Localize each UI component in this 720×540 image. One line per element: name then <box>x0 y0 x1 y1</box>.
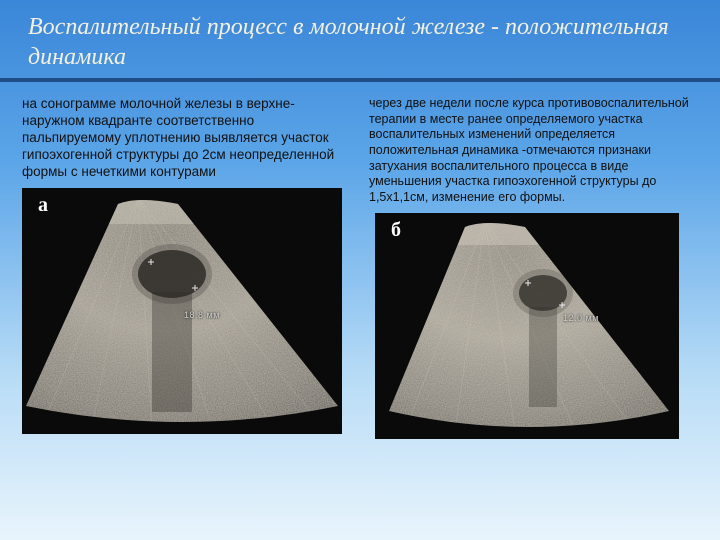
right-description: через две недели после курса противовосп… <box>369 96 702 205</box>
content-columns: на сонограмме молочной железы в верхне-н… <box>0 82 720 439</box>
left-image-wrap: а 18.8 мм <box>22 188 355 434</box>
sonogram-b-svg <box>375 213 679 439</box>
measurement-b: 12.0 мм <box>563 313 599 323</box>
right-image-wrap: б 12.0 мм <box>369 213 702 439</box>
ultrasound-image-b: б 12.0 мм <box>375 213 679 439</box>
slide-title: Воспалительный процесс в молочной железе… <box>0 0 720 76</box>
slide: Воспалительный процесс в молочной железе… <box>0 0 720 540</box>
sonogram-a-svg <box>22 188 342 434</box>
left-column: на сонограмме молочной железы в верхне-н… <box>22 96 355 439</box>
image-label-b: б <box>391 219 401 242</box>
ultrasound-image-a: а 18.8 мм <box>22 188 342 434</box>
image-label-a: а <box>38 194 48 217</box>
right-column: через две недели после курса противовосп… <box>369 96 702 439</box>
left-description: на сонограмме молочной железы в верхне-н… <box>22 96 355 180</box>
measurement-a: 18.8 мм <box>184 310 220 320</box>
